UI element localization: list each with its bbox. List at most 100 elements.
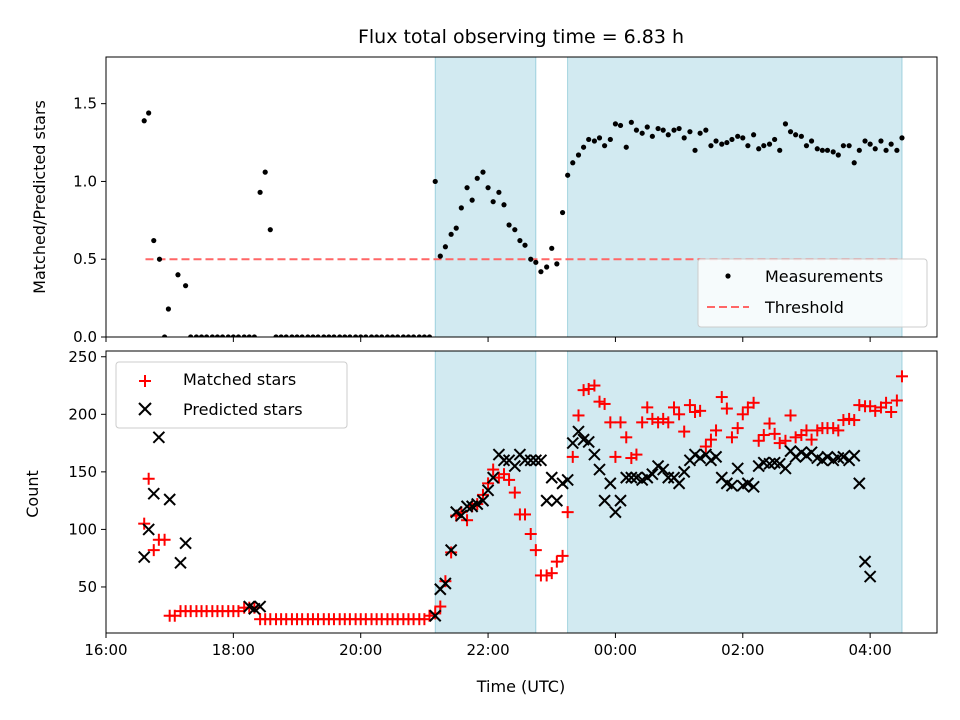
predicted-point: [725, 479, 739, 492]
matched-point: [843, 412, 856, 425]
measurement-point: [808, 138, 815, 144]
predicted-point-b: [540, 494, 553, 507]
measurement-point: [660, 127, 666, 133]
predicted-point: [163, 493, 176, 506]
predicted-point-b: [561, 473, 574, 487]
predicted-point-b: [566, 436, 579, 450]
matched-point: [731, 422, 744, 435]
measurement-point: [830, 149, 836, 155]
measurement-point: [151, 237, 157, 244]
matched-point: [620, 431, 633, 444]
predicted-point-b: [747, 480, 760, 494]
measurement-point: [835, 152, 841, 158]
measurement-point: [894, 147, 900, 153]
legend-measurements-label: Measurements: [765, 267, 883, 286]
matched-point: [662, 416, 675, 429]
measurement-point: [681, 135, 687, 141]
predicted-point-b: [147, 487, 160, 500]
top-legend-box: [697, 258, 928, 328]
matched-point: [593, 395, 606, 408]
matched-point: [147, 544, 160, 557]
measurement-point: [474, 175, 480, 181]
predicted-point-b: [609, 505, 622, 519]
predicted-point: [625, 471, 638, 484]
measurement-point: [299, 334, 305, 337]
matched-point: [497, 468, 510, 481]
matched-point: [763, 417, 776, 430]
measurement-point: [230, 334, 236, 337]
predicted-point: [863, 570, 877, 583]
matched-point: [609, 450, 622, 463]
legend-predicted-marker: [138, 402, 152, 416]
matched-point: [503, 473, 516, 486]
measurement-point: [766, 141, 773, 147]
legend-measurements-marker: [725, 273, 731, 279]
y-tick-label: 150: [68, 463, 97, 481]
x-tick-label: 18:00: [212, 641, 255, 659]
predicted-point-b: [545, 471, 558, 484]
measurement-point: [193, 334, 200, 337]
measurement-point: [522, 242, 528, 248]
predicted-point-b: [811, 451, 824, 465]
matched-point: [636, 416, 649, 429]
measurement-point: [337, 334, 343, 337]
matched-point: [142, 472, 155, 485]
predicted-point: [460, 500, 474, 513]
measurement-point: [649, 133, 655, 139]
measurement-point: [899, 135, 905, 141]
matched-point: [768, 427, 781, 440]
measurement-point: [782, 121, 789, 127]
predicted-point: [455, 509, 468, 522]
matched-point: [668, 401, 681, 414]
measurement-point: [485, 185, 491, 191]
predicted-point: [677, 465, 691, 479]
predicted-point: [137, 550, 151, 564]
measurement-point: [867, 141, 873, 147]
predicted-point-b: [550, 494, 564, 507]
measurement-point: [310, 334, 316, 337]
x-tick-label: 02:00: [721, 641, 764, 659]
predicted-point: [444, 543, 458, 557]
measurement-point: [182, 283, 189, 289]
predicted-point-b: [625, 471, 638, 484]
measurement-point: [533, 259, 539, 265]
predicted-point: [588, 448, 601, 461]
measurement-point: [872, 146, 878, 152]
predicted-point: [566, 436, 579, 450]
top-legend: Measurements Threshold: [697, 258, 928, 328]
measurement-point: [305, 334, 311, 337]
matched-point: [715, 391, 728, 404]
measurement-point: [188, 334, 194, 337]
predicted-point-b: [460, 500, 474, 513]
predicted-point: [561, 473, 574, 487]
measurement-point: [708, 143, 714, 149]
measurement-point: [793, 132, 799, 138]
measurement-point: [347, 334, 353, 337]
measurement-point: [458, 205, 464, 211]
matched-point: [885, 406, 898, 419]
predicted-point-b: [779, 462, 792, 475]
predicted-point: [481, 484, 495, 497]
legend-predicted-label: Predicted stars: [183, 400, 303, 419]
measurement-point: [735, 133, 741, 139]
measurement-point: [777, 147, 783, 153]
predicted-point-b: [137, 550, 151, 564]
measurement-point: [204, 334, 210, 337]
measurement-point: [617, 122, 624, 129]
matched-point: [423, 609, 436, 622]
matched-point: [158, 533, 171, 546]
predicted-point-b: [604, 477, 617, 490]
matched-point: [683, 399, 696, 412]
y-tick-label: 50: [78, 578, 97, 596]
measurement-point: [198, 334, 205, 337]
predicted-point: [174, 556, 187, 569]
measurement-point: [814, 146, 820, 152]
panel-frame: [105, 350, 938, 634]
legend-threshold-label: Threshold: [764, 298, 844, 317]
predicted-point-b: [253, 600, 267, 613]
measurement-point: [469, 197, 475, 203]
predicted-point: [662, 471, 675, 484]
predicted-point-b: [677, 465, 691, 479]
measurement-point: [729, 136, 735, 143]
predicted-point: [142, 523, 155, 536]
